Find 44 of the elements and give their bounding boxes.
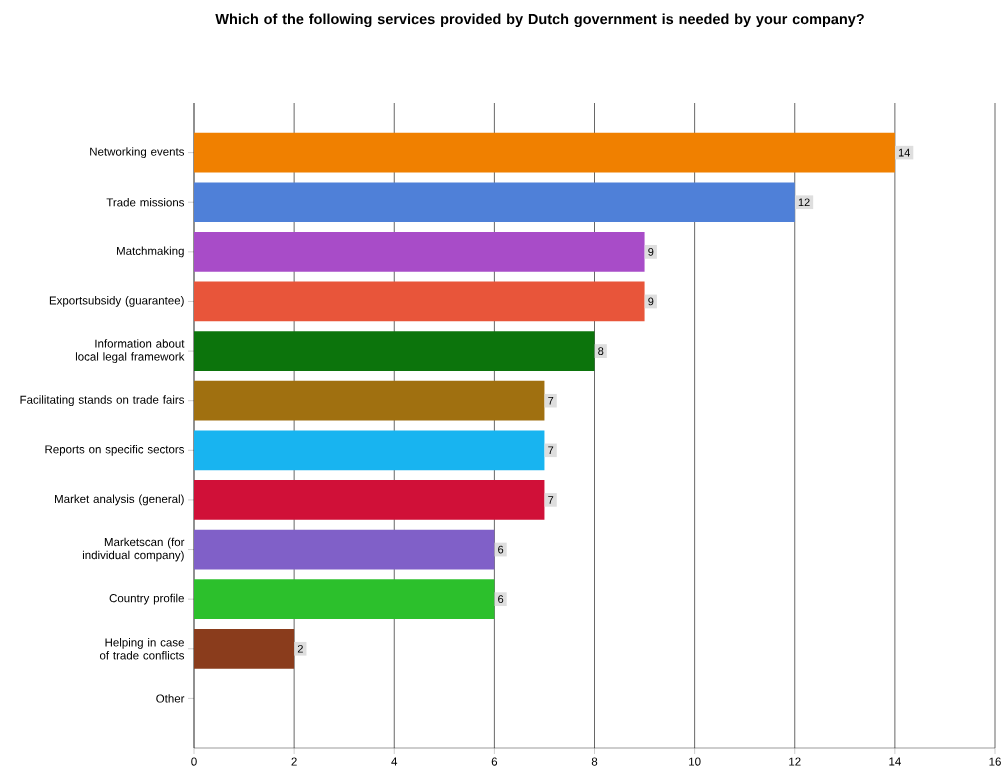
- data-label: 7: [548, 496, 554, 504]
- x-tick-label: 2: [291, 757, 297, 766]
- x-tick-label: 10: [689, 757, 701, 766]
- data-label: 7: [548, 396, 554, 405]
- x-tick-label: 0: [191, 757, 197, 766]
- data-label: 9: [648, 247, 654, 256]
- bar: [194, 281, 645, 322]
- x-tick-label: 14: [889, 757, 901, 766]
- chart-title: Which of the following services provided by Dutch government is needed by your company?: [215, 13, 864, 28]
- bar: [194, 529, 495, 570]
- bar: [194, 380, 545, 421]
- x-tick-label: 4: [391, 757, 398, 766]
- y-tick-label: Facilitating stands on trade fairs: [20, 395, 185, 407]
- y-tick-label: Marketscan (for individual company): [82, 537, 185, 562]
- y-tick-label: Market analysis (general): [55, 494, 184, 506]
- bar: [194, 232, 645, 272]
- x-tick-label: 16: [989, 757, 1001, 766]
- bar: [194, 480, 545, 520]
- y-tick-label: Helping in case of trade conflicts: [99, 638, 185, 660]
- bar: [194, 331, 595, 371]
- bar: [194, 430, 545, 471]
- bar: [194, 182, 795, 223]
- y-tick-label: Reports on specific sectors: [45, 444, 185, 456]
- y-tick-label: Other: [156, 694, 185, 703]
- y-tick-label: Trade missions: [106, 198, 185, 207]
- data-label: 8: [598, 347, 604, 355]
- bar: [194, 132, 895, 173]
- y-tick-label: Exportsubsidy (guarantee): [49, 296, 184, 307]
- y-tick-label: Information about local legal framework: [75, 339, 185, 363]
- data-label: 12: [798, 198, 810, 207]
- data-label: 9: [648, 297, 654, 306]
- data-label: 14: [898, 148, 910, 157]
- y-tick-label: Matchmaking: [117, 246, 184, 258]
- data-label: 6: [498, 545, 504, 554]
- data-label: 7: [548, 446, 554, 455]
- x-tick-label: 12: [789, 757, 801, 766]
- data-label: 6: [498, 595, 504, 604]
- y-tick-label: Networking events: [90, 147, 185, 158]
- x-tick-label: 8: [591, 757, 598, 766]
- bar: [194, 579, 495, 620]
- y-tick-label: Country profile: [109, 593, 184, 605]
- bar: [194, 628, 295, 669]
- data-label: 2: [297, 644, 303, 653]
- x-tick-label: 6: [491, 757, 498, 766]
